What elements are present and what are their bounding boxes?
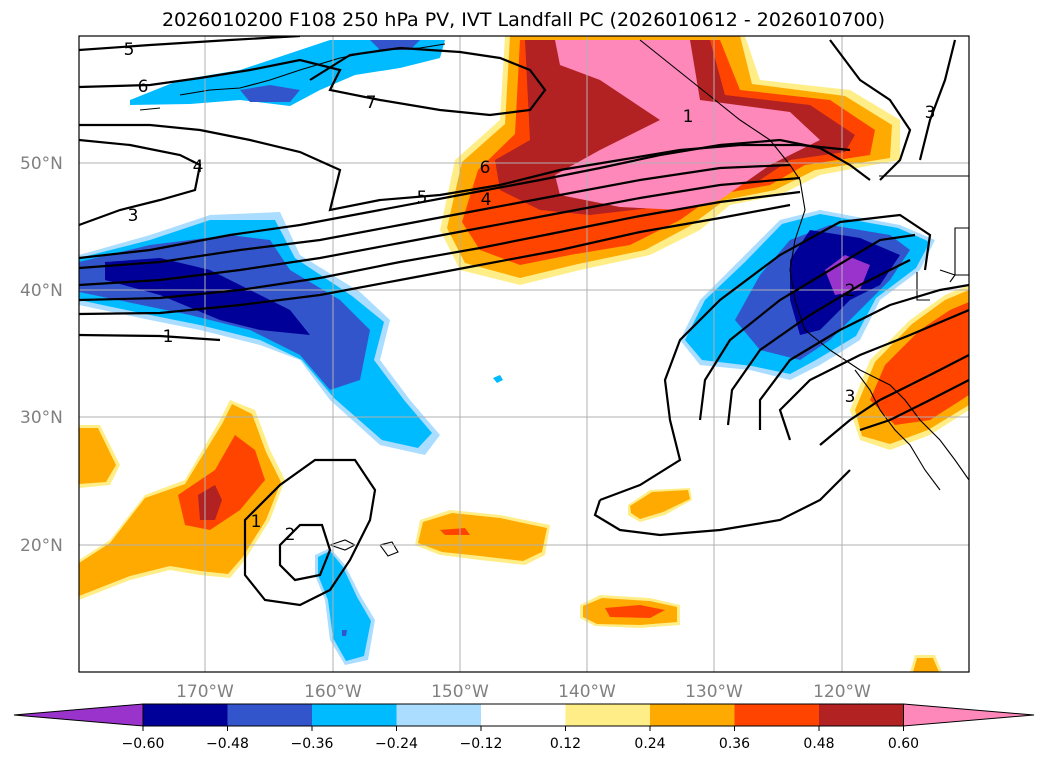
contour-labels: 5 6 7 4 3 6 5 4 1 3 1 2 3 2 1 bbox=[124, 40, 936, 545]
colorbar-tick-label: −0.60 bbox=[122, 736, 165, 752]
map-panel bbox=[79, 36, 969, 672]
lon-label: 140°W bbox=[558, 682, 616, 702]
colorbar-tick-label: 0.12 bbox=[550, 736, 581, 752]
pv-contours bbox=[79, 36, 969, 607]
lat-label: 30°N bbox=[20, 408, 63, 428]
colorbar-tick-label: 0.24 bbox=[634, 736, 665, 752]
colorbar-segment bbox=[734, 704, 820, 726]
lon-label: 130°W bbox=[685, 682, 743, 702]
colorbar-tick-label: 0.48 bbox=[803, 736, 834, 752]
contour-label: 2 bbox=[845, 281, 856, 301]
lon-label: 160°W bbox=[304, 682, 362, 702]
colorbar: −0.60 −0.48 −0.36 −0.24 −0.12 0.12 0.24 0.36 0.4… bbox=[13, 703, 1035, 752]
contour-label: 1 bbox=[251, 512, 262, 532]
colorbar-segment bbox=[396, 704, 482, 726]
colorbar-extend-max bbox=[903, 703, 1035, 727]
contour-label: 1 bbox=[683, 107, 694, 127]
contour-label: 7 bbox=[366, 93, 377, 113]
map-title: 2026010200 F108 250 hPa PV, IVT Landfall… bbox=[161, 9, 886, 31]
colorbar-segment bbox=[565, 704, 651, 726]
colorbar-segment bbox=[227, 704, 313, 726]
colorbar-extend-min bbox=[13, 703, 144, 727]
lat-label: 50°N bbox=[20, 154, 63, 174]
colorbar-tick-label: 0.60 bbox=[888, 736, 919, 752]
contour-label: 5 bbox=[417, 188, 428, 208]
colorbar-segment bbox=[650, 704, 735, 726]
lat-label: 40°N bbox=[20, 281, 63, 301]
colorbar-outline bbox=[142, 703, 904, 727]
contour-label: 5 bbox=[124, 40, 135, 60]
contour-label: 3 bbox=[128, 206, 139, 226]
colorbar-tick-label: −0.12 bbox=[460, 736, 503, 752]
contour-label: 2 bbox=[285, 525, 296, 545]
lon-label: 170°W bbox=[176, 682, 234, 702]
lat-label: 20°N bbox=[20, 536, 63, 556]
colorbar-segment bbox=[312, 704, 397, 726]
graticule bbox=[79, 36, 969, 672]
lon-label: 120°W bbox=[813, 682, 871, 702]
longitude-labels: 170°W 160°W 150°W 140°W 130°W 120°W bbox=[176, 682, 871, 702]
colorbar-segment bbox=[143, 704, 228, 726]
latitude-labels: 50°N 40°N 30°N 20°N bbox=[20, 154, 63, 556]
colorbar-segment bbox=[481, 704, 566, 726]
contour-label: 6 bbox=[138, 77, 149, 97]
contour-label: 6 bbox=[480, 158, 491, 178]
map-border bbox=[78, 35, 970, 673]
colorbar-tick-label: 0.36 bbox=[719, 736, 750, 752]
contour-label: 3 bbox=[925, 103, 936, 123]
colorbar-segment bbox=[819, 704, 904, 726]
lon-label: 150°W bbox=[431, 682, 489, 702]
contour-label: 4 bbox=[481, 190, 492, 210]
colorbar-tick-label: −0.36 bbox=[291, 736, 334, 752]
contour-label: 4 bbox=[193, 157, 204, 177]
colorbar-tick-label: −0.24 bbox=[375, 736, 418, 752]
contour-label: 3 bbox=[845, 387, 856, 407]
colorbar-tick-label: −0.48 bbox=[206, 736, 249, 752]
contour-label: 1 bbox=[163, 327, 174, 347]
